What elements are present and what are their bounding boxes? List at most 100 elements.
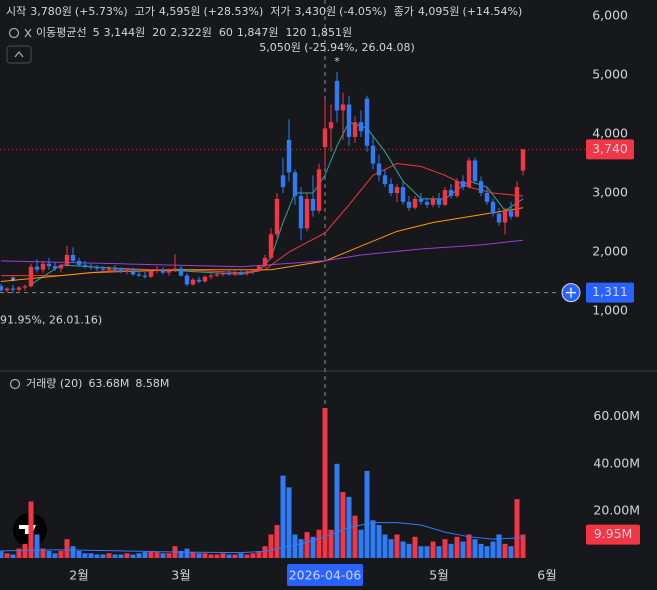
candle-body	[82, 264, 88, 267]
candle-body	[358, 122, 364, 132]
volume-bar	[232, 554, 238, 558]
volume-bar	[514, 499, 520, 558]
volume-bar	[244, 554, 250, 558]
volume-bar	[394, 534, 400, 558]
candle-body	[424, 201, 430, 205]
candle-body	[400, 187, 406, 202]
annotation: 5,050원 (-25.94%, 26.04.08)	[259, 41, 415, 54]
candle-body	[274, 198, 280, 235]
volume-bar	[214, 554, 220, 558]
legend-icons	[6, 27, 32, 390]
volume-legend-value: 63.68M	[88, 377, 129, 390]
legend-label: 저가	[270, 5, 290, 18]
candle-body	[340, 104, 346, 111]
candle-body	[16, 287, 22, 290]
candle-body	[142, 275, 148, 277]
marker-star: *	[10, 274, 16, 287]
volume-bar	[70, 546, 76, 558]
legend-value: 2,322원	[170, 26, 212, 39]
legend-value: 4,595원	[159, 5, 201, 18]
candle-body	[502, 210, 508, 223]
volume-bar	[298, 539, 304, 558]
x-tick-label: 3월	[171, 568, 190, 583]
volume-bar	[208, 554, 214, 558]
candle-body	[484, 192, 490, 202]
candle-body	[154, 269, 160, 271]
volume-bar	[370, 520, 376, 558]
volume-bar	[508, 546, 514, 558]
volume-bar	[334, 463, 340, 558]
candle-body	[136, 274, 142, 276]
candle-body	[172, 268, 178, 271]
candle-body	[226, 273, 232, 275]
volume-bar	[10, 554, 16, 558]
y-tick-label: 2,000	[592, 243, 628, 258]
crosshair-date-box	[287, 564, 363, 586]
volume-bar	[28, 501, 34, 558]
legend-change: (+14.54%)	[463, 5, 523, 18]
legend-title: 이동평균선	[36, 26, 87, 39]
volume-bar	[406, 543, 412, 558]
volume-average-line	[0, 522, 524, 554]
candle-body	[220, 273, 226, 275]
y-tick-label: 6,000	[592, 7, 628, 22]
legend-series-name: 60	[219, 26, 233, 39]
candle-body	[478, 181, 484, 193]
volume-bar	[304, 532, 310, 558]
candle-body	[94, 267, 100, 269]
volume-bar	[400, 541, 406, 558]
candle-body	[292, 172, 298, 196]
add-icon	[566, 287, 576, 298]
volume-bar	[220, 553, 226, 558]
volume-bar	[286, 487, 292, 558]
volume-bar	[52, 553, 58, 558]
volume-bar	[166, 553, 172, 558]
candle-body	[250, 270, 256, 273]
volume-bar	[94, 554, 100, 558]
legend-change: (-4.05%)	[339, 5, 387, 18]
volume-bar	[484, 546, 490, 558]
candle-body	[124, 270, 130, 273]
y-tick-label: 20.00M	[593, 502, 640, 517]
candle-body	[328, 122, 334, 129]
candle-body	[238, 272, 244, 274]
volume-bar	[274, 525, 280, 558]
volume-bar	[76, 550, 82, 558]
volume-bar	[310, 536, 316, 558]
collapse-button[interactable]	[6, 45, 32, 64]
volume-bar	[136, 553, 142, 558]
volume-bar	[502, 543, 508, 558]
crosshair-price-box	[586, 282, 634, 303]
candle-body	[490, 201, 496, 214]
volume-bar	[436, 546, 442, 558]
candle-body	[286, 139, 292, 173]
candle-body	[10, 288, 16, 290]
candle-body	[214, 274, 220, 276]
candle-body	[22, 286, 28, 288]
candle-body	[322, 128, 328, 147]
volume-bar	[382, 534, 388, 558]
volume-bar	[46, 550, 52, 558]
y-tick-label: 5,000	[592, 66, 628, 81]
volume-bar	[358, 529, 364, 558]
volume-bar	[466, 534, 472, 558]
candle-body	[448, 190, 454, 196]
candle-body	[262, 257, 268, 267]
legend-label: 고가	[135, 5, 155, 18]
volume-bar	[124, 553, 130, 558]
volume-bar	[196, 553, 202, 558]
volume-bar	[118, 554, 124, 558]
candle-body	[268, 234, 274, 258]
legend-value: 1,847원	[237, 26, 279, 39]
candle-body	[514, 187, 520, 217]
candle-body	[70, 254, 76, 261]
candle-body	[496, 213, 502, 223]
candle-body	[46, 263, 52, 267]
legend-value: 3,430원	[295, 5, 337, 18]
volume-bar	[0, 550, 4, 558]
candle-body	[472, 160, 478, 182]
candle-body	[352, 122, 358, 137]
moving-average-line	[0, 239, 524, 268]
candle-body	[316, 169, 322, 211]
